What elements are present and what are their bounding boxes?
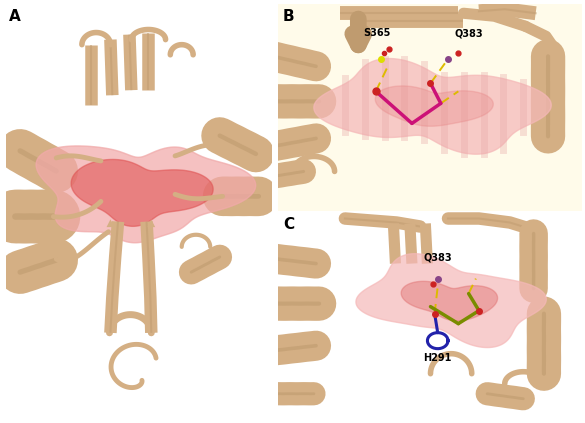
- Polygon shape: [356, 254, 546, 348]
- Text: Q383: Q383: [424, 253, 452, 263]
- Text: Q383: Q383: [455, 28, 483, 38]
- Polygon shape: [314, 58, 551, 154]
- Polygon shape: [401, 281, 498, 321]
- Polygon shape: [375, 86, 493, 126]
- Polygon shape: [36, 146, 256, 243]
- Text: A: A: [9, 9, 20, 24]
- Text: H291: H291: [424, 353, 452, 363]
- Text: S365: S365: [363, 28, 391, 38]
- Text: C: C: [283, 217, 294, 231]
- Polygon shape: [71, 159, 213, 226]
- Text: B: B: [283, 9, 295, 24]
- Polygon shape: [36, 146, 256, 243]
